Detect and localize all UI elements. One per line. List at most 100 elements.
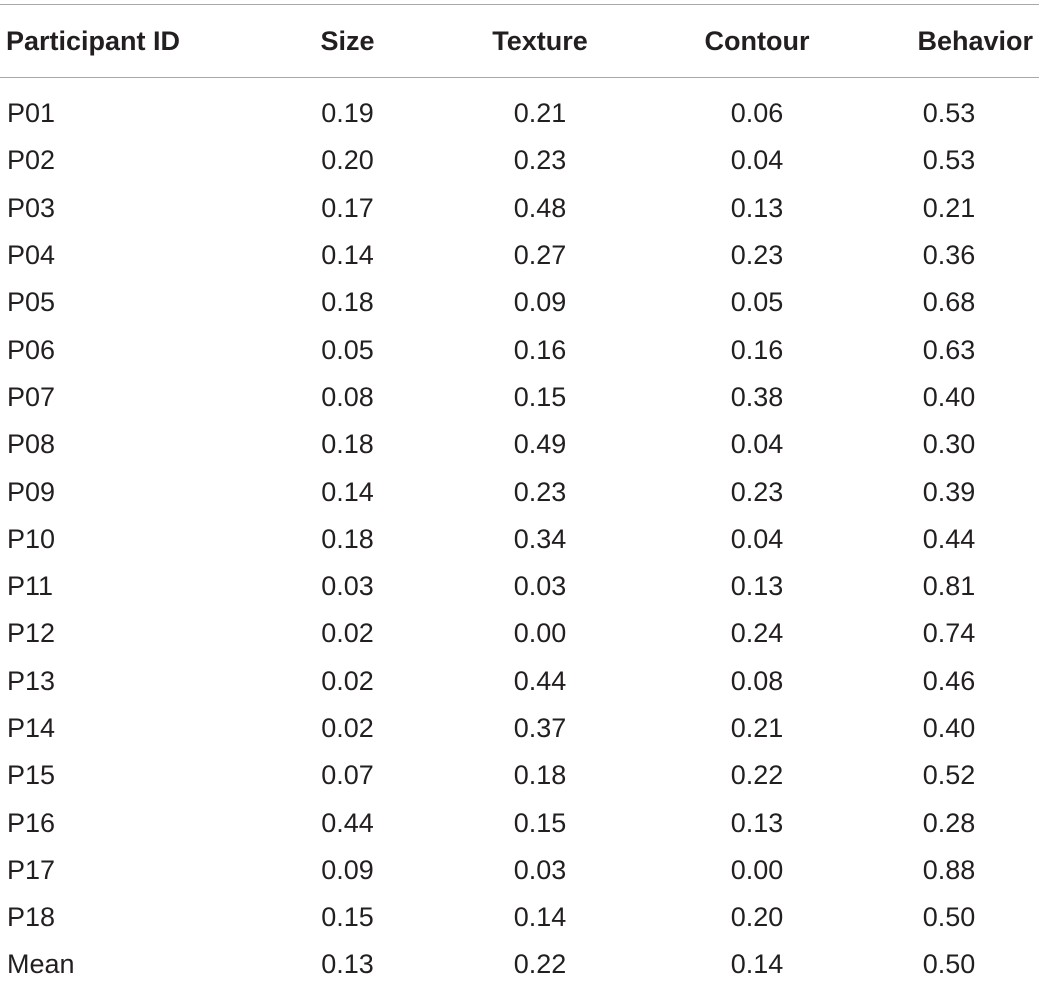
table-body: P01 0.19 0.21 0.06 0.53 P02 0.20 0.23 0.04 0.53 P0… [0,78,1039,989]
header-rule [0,77,1039,78]
table-row: P03 0.17 0.48 0.13 0.21 [0,185,1039,232]
cell-participant-id: P06 [7,334,56,365]
cell-participant-id: P02 [7,145,56,176]
cell-texture: 0.23 [513,476,567,507]
cell-participant-id: P12 [7,618,56,649]
cell-behavior: 0.46 [922,665,976,696]
cell-contour: 0.23 [730,476,784,507]
cell-size: 0.02 [321,713,374,743]
cell-contour: 0.22 [730,760,784,791]
cell-behavior: 0.68 [922,287,976,318]
header-contour: Contour [704,25,810,56]
table-row: P18 0.15 0.14 0.20 0.50 [0,894,1039,941]
cell-size: 0.13 [321,949,374,980]
table-row: P04 0.14 0.27 0.23 0.36 [0,232,1039,279]
cell-participant-id: P05 [7,287,56,318]
cell-participant-id: P01 [7,98,56,129]
cell-participant-id: P10 [7,523,56,554]
header-behavior: Behavior [917,25,1033,56]
cell-size: 0.09 [321,854,374,885]
cell-participant-id: P09 [7,476,56,507]
cell-participant-id: P15 [7,760,56,791]
cell-behavior: 0.53 [922,98,976,129]
table-row: P13 0.02 0.44 0.08 0.46 [0,658,1039,705]
cell-participant-id: P11 [7,571,54,602]
table-row: P11 0.03 0.03 0.13 0.81 [0,563,1039,610]
cell-contour: 0.04 [730,145,784,176]
table-row: P02 0.20 0.23 0.04 0.53 [0,137,1039,184]
cell-texture: 0.15 [513,381,567,412]
cell-texture: 0.18 [513,760,567,791]
cell-behavior: 0.50 [922,902,976,933]
cell-contour: 0.14 [730,949,784,980]
cell-texture: 0.23 [513,145,567,176]
cell-behavior: 0.50 [922,949,976,980]
table-row: P14 0.02 0.37 0.21 0.40 [0,705,1039,752]
cell-contour: 0.04 [730,429,784,460]
cell-size: 0.03 [321,571,374,602]
cell-size: 0.14 [321,240,374,271]
cell-texture: 0.22 [513,949,567,980]
cell-participant-id: P18 [7,902,56,933]
cell-behavior: 0.63 [922,334,976,365]
cell-behavior: 0.53 [922,145,976,176]
cell-participant-id: P03 [7,192,56,223]
table-row: P12 0.02 0.00 0.24 0.74 [0,610,1039,657]
cell-texture: 0.09 [513,287,567,318]
cell-size: 0.18 [321,523,374,554]
cell-contour: 0.20 [730,902,784,933]
table-row: P05 0.18 0.09 0.05 0.68 [0,279,1039,326]
table-header-row: Participant ID Size Texture Contour Beha… [0,5,1039,77]
cell-contour: 0.16 [730,334,784,365]
cell-size: 0.07 [321,760,374,791]
cell-contour: 0.24 [730,618,784,649]
cell-size: 0.02 [321,618,374,649]
cell-behavior: 0.52 [922,760,976,791]
cell-size: 0.44 [321,807,374,838]
cell-size: 0.08 [321,381,374,412]
header-participant-id: Participant ID [6,25,181,56]
cell-participant-id: P17 [7,854,56,885]
cell-participant-id: P08 [7,429,56,460]
cell-behavior: 0.40 [922,713,976,743]
cell-texture: 0.15 [513,807,567,838]
cell-texture: 0.37 [513,713,567,743]
cell-contour: 0.21 [730,713,784,743]
cell-behavior: 0.39 [922,476,976,507]
cell-behavior: 0.88 [922,854,976,885]
cell-texture: 0.34 [513,523,567,554]
cell-behavior: 0.74 [922,618,976,649]
cell-behavior: 0.36 [922,240,976,271]
cell-participant-id: P07 [7,381,56,412]
cell-participant-id: P14 [7,713,56,743]
cell-texture: 0.27 [513,240,567,271]
table-row: P01 0.19 0.21 0.06 0.53 [0,90,1039,137]
cell-behavior: 0.21 [922,192,976,223]
table-row: P08 0.18 0.49 0.04 0.30 [0,421,1039,468]
cell-texture: 0.03 [513,571,567,602]
table-row: P15 0.07 0.18 0.22 0.52 [0,752,1039,799]
header-size: Size [320,25,375,56]
header-texture: Texture [492,25,588,56]
cell-behavior: 0.30 [922,429,976,460]
cell-texture: 0.14 [513,902,567,933]
cell-texture: 0.16 [513,334,567,365]
cell-texture: 0.49 [513,429,567,460]
cell-contour: 0.08 [730,665,784,696]
cell-contour: 0.06 [730,98,784,129]
cell-size: 0.05 [321,334,374,365]
results-table: Participant ID Size Texture Contour Beha… [0,4,1039,989]
cell-behavior: 0.44 [922,523,976,554]
cell-participant-id: P04 [7,240,56,271]
cell-behavior: 0.28 [922,807,976,838]
cell-size: 0.19 [321,98,374,129]
table-row: P07 0.08 0.15 0.38 0.40 [0,374,1039,421]
cell-contour: 0.13 [730,192,784,223]
cell-texture: 0.00 [513,618,567,649]
cell-contour: 0.13 [730,807,784,838]
cell-texture: 0.03 [513,854,567,885]
cell-size: 0.18 [321,429,374,460]
cell-size: 0.02 [321,665,374,696]
table-row: Mean 0.13 0.22 0.14 0.50 [0,941,1039,988]
cell-contour: 0.23 [730,240,784,271]
